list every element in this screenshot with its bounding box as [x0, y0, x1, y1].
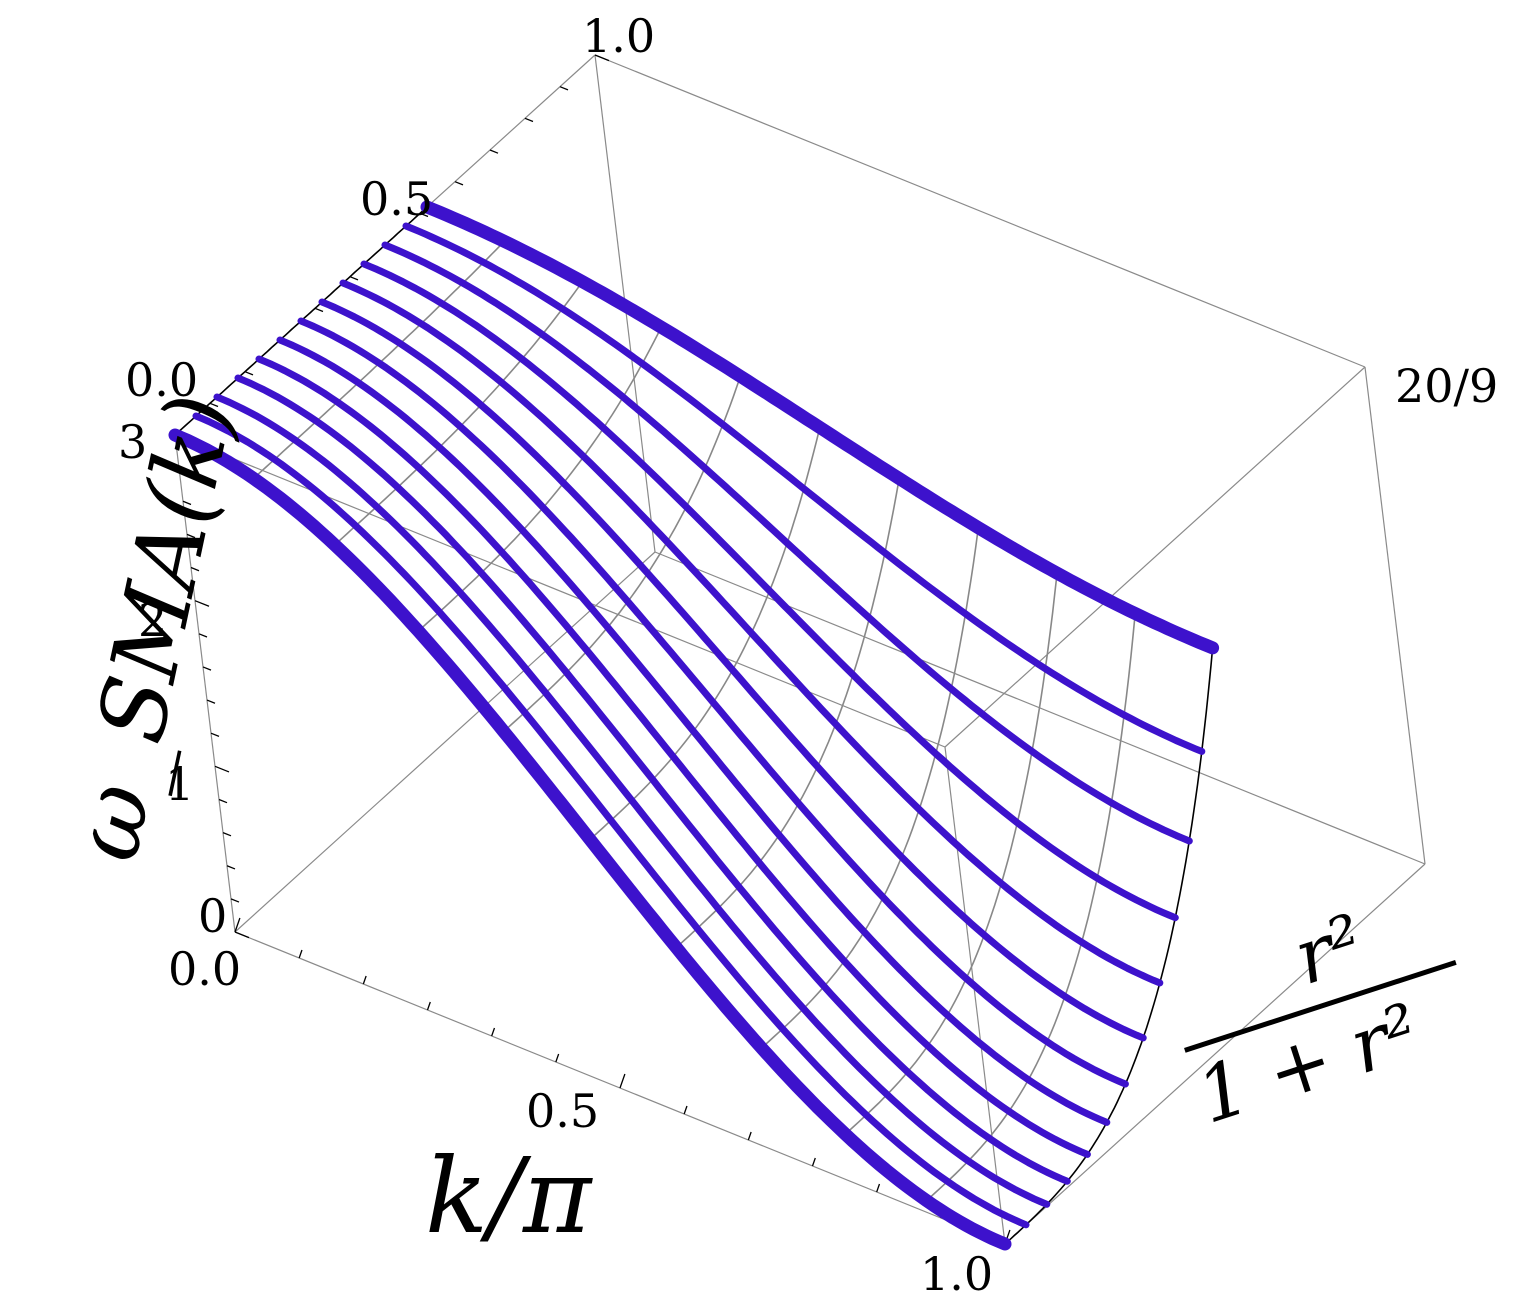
- data-curve-2: [213, 393, 1051, 1208]
- data-curve-7: [318, 298, 1147, 1042]
- x-tick-label-1: 0.5: [526, 1084, 599, 1138]
- box-edge-6: [594, 54, 1366, 368]
- y-axis-title-numerator: r²: [1284, 897, 1375, 1002]
- y-axis-title-fraction-bar: [1184, 959, 1457, 1053]
- z-tick-label-3: 3: [118, 415, 147, 469]
- x-tick-mark-9: [811, 1157, 816, 1167]
- y-tick-label-0: 0.0: [125, 353, 198, 407]
- axis-ticks: [174, 54, 1011, 1245]
- z-tick-label-1: 1: [165, 757, 194, 811]
- z-tick-mark-2: [226, 865, 236, 870]
- data-curve-9: [360, 260, 1179, 922]
- data-curve-11: [402, 222, 1206, 755]
- y-tick-mark-5: [349, 276, 359, 281]
- z-tick-mark-4: [218, 798, 228, 804]
- y-tick-mark-8: [454, 181, 464, 186]
- x-tick-mark-3: [426, 1001, 431, 1011]
- x-tick-mark-7: [683, 1105, 688, 1115]
- data-curve-1: [192, 412, 1030, 1229]
- x-tick-mark-4: [491, 1027, 496, 1037]
- z-tick-mark-9: [198, 633, 208, 638]
- box-edge-5: [944, 366, 1366, 748]
- data-curve-12: [420, 200, 1220, 655]
- z-tick-mark-14: [178, 467, 188, 472]
- y-tick-mark-9: [489, 149, 499, 154]
- y-tick-label-1: 0.5: [360, 172, 433, 226]
- mesh-line-6: [761, 527, 980, 1049]
- box-edge-8: [174, 434, 236, 933]
- x-tick-label-2: 1.0: [920, 1247, 993, 1301]
- surface-edge-1: [1004, 647, 1214, 1245]
- right-end-label: 20/9: [1395, 359, 1498, 413]
- z-tick-mark-13: [182, 500, 192, 506]
- z-tick-mark-12: [186, 533, 196, 539]
- data-curve-8: [339, 279, 1164, 987]
- data-curve-4: [255, 355, 1091, 1158]
- data-curve-5: [276, 336, 1111, 1126]
- z-tick-label-2: 2: [138, 593, 167, 647]
- box-edge-3: [234, 551, 656, 933]
- z-tick-mark-8: [202, 666, 212, 671]
- box-edge-10: [1364, 366, 1426, 865]
- data-curve-10: [381, 241, 1193, 845]
- box-edge-4: [174, 434, 946, 748]
- box-edge-9: [944, 746, 1006, 1245]
- z-tick-mark-11: [190, 566, 200, 572]
- z-axis-title: ω_SMA(k): [52, 385, 255, 869]
- x-tick-mark-6: [619, 1073, 626, 1089]
- z-tick-mark-10: [194, 600, 210, 607]
- data-curve-3: [234, 374, 1071, 1185]
- x-tick-mark-2: [362, 975, 367, 985]
- y-tick-mark-7: [419, 212, 429, 218]
- data-curves: [168, 200, 1220, 1251]
- data-curve-0: [168, 428, 1012, 1251]
- x-tick-mark-5: [555, 1053, 560, 1063]
- mesh-line-3: [503, 376, 742, 733]
- x-tick-mark-1: [298, 949, 303, 959]
- x-tick-mark-8: [747, 1131, 752, 1141]
- box-edge-1: [1004, 863, 1426, 1245]
- z-tick-mark-0: [234, 931, 250, 939]
- z-tick-label-0: 0: [198, 889, 227, 943]
- y-tick-mark-2: [244, 371, 254, 376]
- z-tick-mark-6: [210, 732, 220, 738]
- y-tick-label-2: 1.0: [582, 9, 655, 63]
- z-tick-mark-5: [214, 765, 230, 773]
- y-axis-title: r² 1 + r²: [1184, 897, 1457, 1141]
- y-tick-mark-12: [594, 54, 610, 62]
- y-tick-mark-1: [209, 402, 219, 408]
- x-tick-label-0: 0.0: [168, 942, 241, 996]
- data-curve-6: [297, 317, 1129, 1088]
- y-tick-mark-4: [314, 307, 324, 313]
- z-tick-mark-7: [206, 699, 216, 704]
- x-tick-mark-0: [234, 917, 241, 933]
- z-tick-mark-1: [230, 898, 240, 903]
- y-tick-mark-10: [524, 117, 534, 123]
- z-tick-mark-3: [222, 831, 232, 837]
- x-axis-title: k/π: [425, 1135, 593, 1257]
- y-tick-mark-11: [559, 86, 569, 91]
- x-tick-mark-10: [876, 1183, 881, 1193]
